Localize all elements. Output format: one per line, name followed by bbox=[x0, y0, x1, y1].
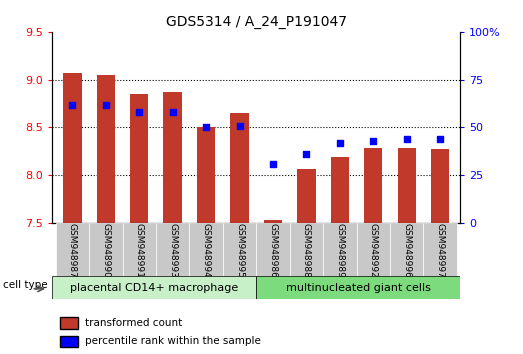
Text: GSM948992: GSM948992 bbox=[369, 223, 378, 278]
FancyBboxPatch shape bbox=[61, 317, 77, 329]
Text: GSM948990: GSM948990 bbox=[101, 223, 110, 278]
Bar bbox=[364, 148, 382, 223]
Point bbox=[135, 109, 143, 115]
Bar bbox=[331, 157, 349, 223]
Text: percentile rank within the sample: percentile rank within the sample bbox=[85, 336, 261, 346]
Point bbox=[269, 161, 277, 167]
Text: GSM948993: GSM948993 bbox=[168, 223, 177, 278]
Text: GSM948996: GSM948996 bbox=[402, 223, 411, 278]
Text: transformed count: transformed count bbox=[85, 318, 182, 328]
Bar bbox=[230, 113, 249, 223]
FancyBboxPatch shape bbox=[89, 223, 122, 278]
Point bbox=[436, 136, 445, 142]
FancyBboxPatch shape bbox=[323, 223, 357, 278]
Point bbox=[101, 102, 110, 107]
FancyBboxPatch shape bbox=[256, 276, 460, 299]
Text: GSM948995: GSM948995 bbox=[235, 223, 244, 278]
FancyBboxPatch shape bbox=[357, 223, 390, 278]
Bar bbox=[264, 220, 282, 223]
Title: GDS5314 / A_24_P191047: GDS5314 / A_24_P191047 bbox=[166, 16, 347, 29]
Bar bbox=[431, 149, 449, 223]
FancyBboxPatch shape bbox=[256, 223, 290, 278]
Text: GSM948989: GSM948989 bbox=[335, 223, 344, 278]
Text: cell type: cell type bbox=[3, 280, 47, 290]
Text: multinucleated giant cells: multinucleated giant cells bbox=[286, 282, 431, 293]
Bar bbox=[130, 94, 149, 223]
Text: GSM948991: GSM948991 bbox=[135, 223, 144, 278]
Bar bbox=[164, 92, 182, 223]
Bar bbox=[297, 169, 315, 223]
Text: GSM948988: GSM948988 bbox=[302, 223, 311, 278]
Point bbox=[369, 138, 378, 144]
Text: GSM948994: GSM948994 bbox=[201, 223, 211, 278]
FancyBboxPatch shape bbox=[223, 223, 256, 278]
Bar bbox=[197, 127, 215, 223]
Point bbox=[202, 125, 210, 130]
Bar bbox=[97, 75, 115, 223]
FancyBboxPatch shape bbox=[52, 276, 256, 299]
FancyBboxPatch shape bbox=[61, 336, 77, 347]
Bar bbox=[397, 148, 416, 223]
Point bbox=[235, 123, 244, 129]
Text: GSM948997: GSM948997 bbox=[436, 223, 445, 278]
Text: GSM948986: GSM948986 bbox=[268, 223, 278, 278]
FancyBboxPatch shape bbox=[156, 223, 189, 278]
FancyBboxPatch shape bbox=[424, 223, 457, 278]
Point bbox=[403, 136, 411, 142]
Point bbox=[336, 140, 344, 145]
Text: placental CD14+ macrophage: placental CD14+ macrophage bbox=[70, 282, 238, 293]
Bar bbox=[63, 73, 82, 223]
Point bbox=[68, 102, 76, 107]
FancyBboxPatch shape bbox=[122, 223, 156, 278]
FancyBboxPatch shape bbox=[290, 223, 323, 278]
FancyBboxPatch shape bbox=[189, 223, 223, 278]
FancyBboxPatch shape bbox=[55, 223, 89, 278]
Point bbox=[168, 109, 177, 115]
FancyBboxPatch shape bbox=[390, 223, 424, 278]
Point bbox=[302, 152, 311, 157]
Text: GSM948987: GSM948987 bbox=[68, 223, 77, 278]
